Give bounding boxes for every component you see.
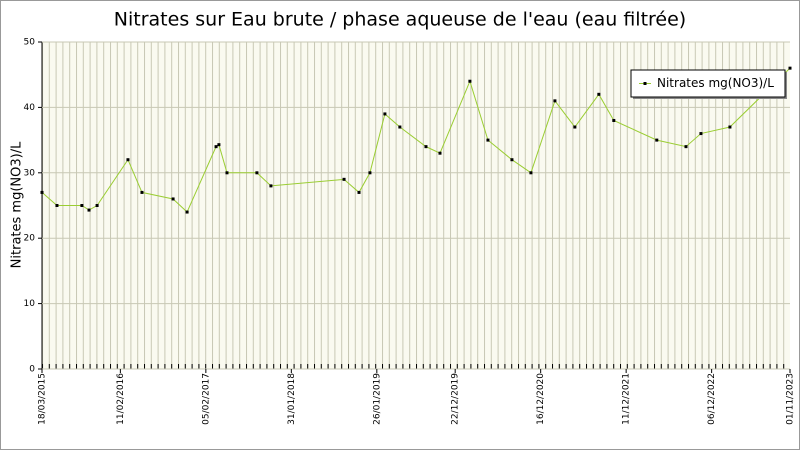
point (553, 99, 557, 103)
x-tick-label: 06/12/2022 (707, 373, 717, 425)
point (80, 204, 84, 207)
legend-box (630, 69, 786, 98)
point (255, 171, 259, 175)
point (398, 125, 402, 129)
x-tick-label: 22/12/2019 (451, 373, 461, 425)
point (788, 66, 792, 70)
point (684, 145, 688, 149)
minor-ticks (42, 364, 790, 369)
point (486, 138, 490, 142)
y-tick-label: 40 (24, 103, 36, 113)
y-tick-label: 30 (24, 168, 36, 178)
point (597, 92, 601, 96)
point (612, 118, 616, 122)
x-tick-label: 16/12/2020 (536, 373, 546, 425)
legend-marker (643, 82, 647, 85)
y-tick-label: 20 (24, 234, 36, 244)
point (185, 210, 189, 214)
point (214, 145, 218, 149)
point (225, 171, 229, 175)
point (140, 190, 144, 194)
point (126, 158, 130, 162)
point (728, 125, 732, 129)
point (573, 125, 577, 129)
x-tick-label: 18/03/2015 (38, 373, 48, 425)
y-tick-label: 10 (24, 299, 36, 309)
point (87, 208, 91, 212)
point (55, 204, 59, 207)
point (655, 138, 659, 142)
series-line (41, 67, 791, 213)
point (438, 151, 442, 155)
x-tick-label: 11/02/2016 (116, 373, 126, 425)
y-axis-label: Nitrates mg(NO3)/L (10, 141, 25, 268)
point (40, 190, 44, 194)
point (171, 197, 175, 201)
point (342, 177, 346, 181)
x-tick-label: 01/11/2023 (786, 373, 796, 425)
point (468, 79, 472, 83)
point (529, 171, 533, 175)
y-tick-label: 50 (24, 38, 36, 48)
point (217, 143, 221, 147)
x-tick-label: 05/02/2017 (201, 373, 211, 425)
y-tick-label: 0 (29, 365, 35, 375)
legend-label: Nitrates mg(NO3)/L (657, 76, 774, 90)
point (368, 171, 372, 175)
x-tick-label: 26/01/2019 (372, 373, 382, 425)
point (510, 158, 514, 162)
chart-title: Nitrates sur Eau brute / phase aqueuse d… (114, 9, 686, 31)
point (383, 112, 387, 116)
point (269, 184, 273, 188)
x-tick-label: 31/01/2018 (287, 373, 297, 425)
point (95, 204, 99, 207)
x-tick-label: 11/12/2021 (622, 373, 632, 425)
point (357, 190, 361, 194)
point (699, 132, 703, 136)
point (424, 145, 428, 149)
